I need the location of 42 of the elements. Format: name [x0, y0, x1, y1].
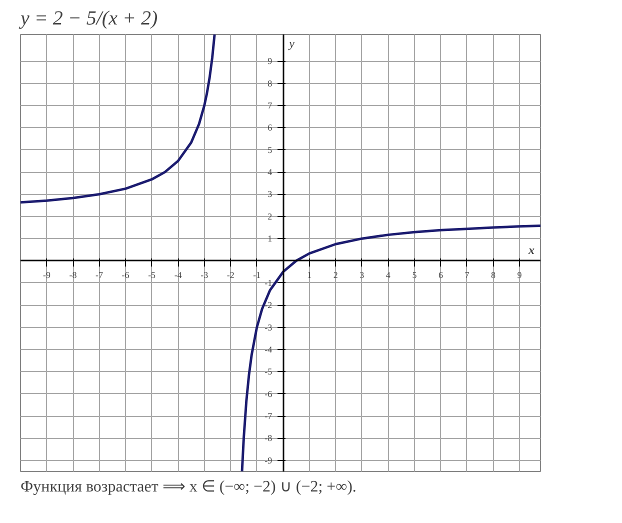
- y-tick-label: -2: [264, 300, 272, 310]
- y-tick-label: 5: [268, 144, 273, 155]
- text: Функция возрастает ⟹ x ∈ (−∞; −2) ∪ (−2; +∞).: [20, 478, 356, 496]
- x-axis-title: x: [528, 242, 534, 257]
- y-tick-label: 3: [268, 189, 273, 200]
- x-tick-label: -3: [200, 270, 209, 280]
- x-tick-label: 3: [360, 270, 365, 280]
- line-series: [20, 34, 216, 204]
- x-tick-label: -1: [253, 270, 261, 280]
- x-tick-label: -4: [174, 270, 182, 280]
- y-tick-label: 9: [268, 56, 273, 66]
- y-tick-label: 6: [268, 122, 273, 133]
- x-tick-label: 7: [464, 270, 470, 280]
- x-tick-label: 4: [386, 270, 391, 280]
- y-tick-label: 8: [268, 78, 273, 88]
- x-tick-label: -9: [43, 270, 52, 280]
- x-tick-label: -2: [226, 270, 234, 280]
- y-tick-label: 4: [268, 167, 273, 178]
- y-tick-label: 1: [268, 234, 272, 244]
- y-tick-label: 7: [268, 100, 273, 110]
- x-tick-label: -6: [122, 270, 130, 280]
- y-axis-title: y: [288, 36, 296, 50]
- x-tick-label: 6: [438, 270, 444, 280]
- x-tick-label: -7: [96, 270, 104, 280]
- x-tick-label: 8: [490, 270, 496, 280]
- x-tick-label: 5: [412, 270, 418, 280]
- y-tick-label: -8: [264, 433, 273, 444]
- line-series: [240, 224, 540, 472]
- y-tick-label: -3: [264, 322, 273, 332]
- y-tick-label: -7: [264, 411, 273, 422]
- y-tick-label: -6: [264, 388, 273, 399]
- y-tick-label: -9: [264, 455, 273, 466]
- x-tick-label: -5: [148, 270, 156, 280]
- y-tick-label: -5: [264, 366, 273, 377]
- x-tick-label: 2: [333, 270, 338, 280]
- y-tick-label: -1: [264, 278, 272, 288]
- x-tick-label: 9: [517, 270, 522, 280]
- y-tick-label: -4: [264, 344, 273, 354]
- x-tick-label: -8: [69, 270, 78, 280]
- chart-title: y = 2 − 5/(x + 2): [18, 8, 158, 30]
- x-tick-label: 1: [307, 270, 312, 280]
- y-tick-label: 2: [268, 211, 272, 222]
